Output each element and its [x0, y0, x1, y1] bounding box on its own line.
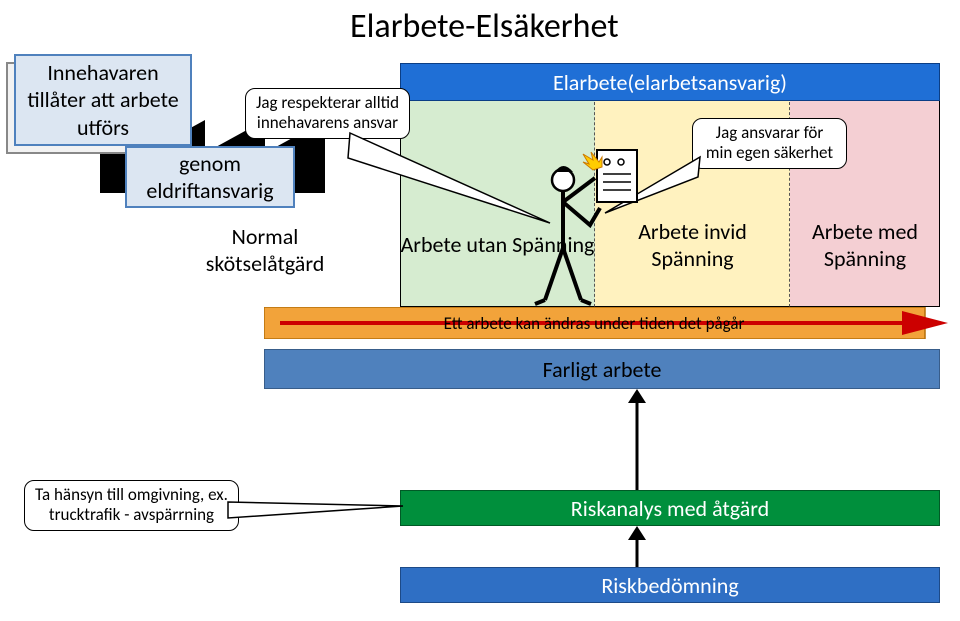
- risk-callout-tail: [223, 500, 408, 520]
- farligt-arbete-label: Farligt arbete: [543, 356, 662, 383]
- worker-icon: [525, 140, 645, 315]
- elarbete-header-label: Elarbete(elarbetsansvarig): [553, 69, 787, 96]
- normal-label: Normal skötselåtgärd: [175, 220, 355, 280]
- arrow-up-1: [622, 389, 652, 490]
- speech-bubble-safety-text: Jag ansvarar för min egen säkerhet: [706, 122, 833, 163]
- speech-bubble-safety: Jag ansvarar för min egen säkerhet: [692, 118, 847, 169]
- riskbedomning-bar: Riskbedömning: [400, 567, 940, 603]
- riskanalys-bar: Riskanalys med åtgärd: [400, 490, 940, 526]
- elarbete-header: Elarbete(elarbetsansvarig): [400, 63, 940, 101]
- page-title: Elarbete-Elsäkerhet: [350, 6, 619, 47]
- zone-red-label: Arbete med Spänning: [790, 215, 940, 275]
- change-arrow-band-text: Ett arbete kan ändras under tiden det på…: [264, 307, 924, 339]
- riskanalys-label: Riskanalys med åtgärd: [571, 495, 769, 522]
- risk-callout: Ta hänsyn till omgivning, ex. trucktrafi…: [24, 480, 239, 531]
- riskbedomning-label: Riskbedömning: [601, 572, 738, 599]
- change-arrow-band: Ett arbete kan ändras under tiden det på…: [264, 307, 948, 339]
- arrow-up-2: [622, 526, 652, 567]
- innehavaren-box: Innehavaren tillåter att arbete utförs: [14, 54, 192, 146]
- genom-box: genom eldriftansvarig: [125, 146, 295, 208]
- risk-callout-text: Ta hänsyn till omgivning, ex. trucktrafi…: [35, 484, 228, 525]
- innehavaren-label: Innehavaren tillåter att arbete utförs: [20, 59, 186, 142]
- genom-label: genom eldriftansvarig: [131, 150, 289, 205]
- farligt-arbete-bar: Farligt arbete: [264, 349, 940, 389]
